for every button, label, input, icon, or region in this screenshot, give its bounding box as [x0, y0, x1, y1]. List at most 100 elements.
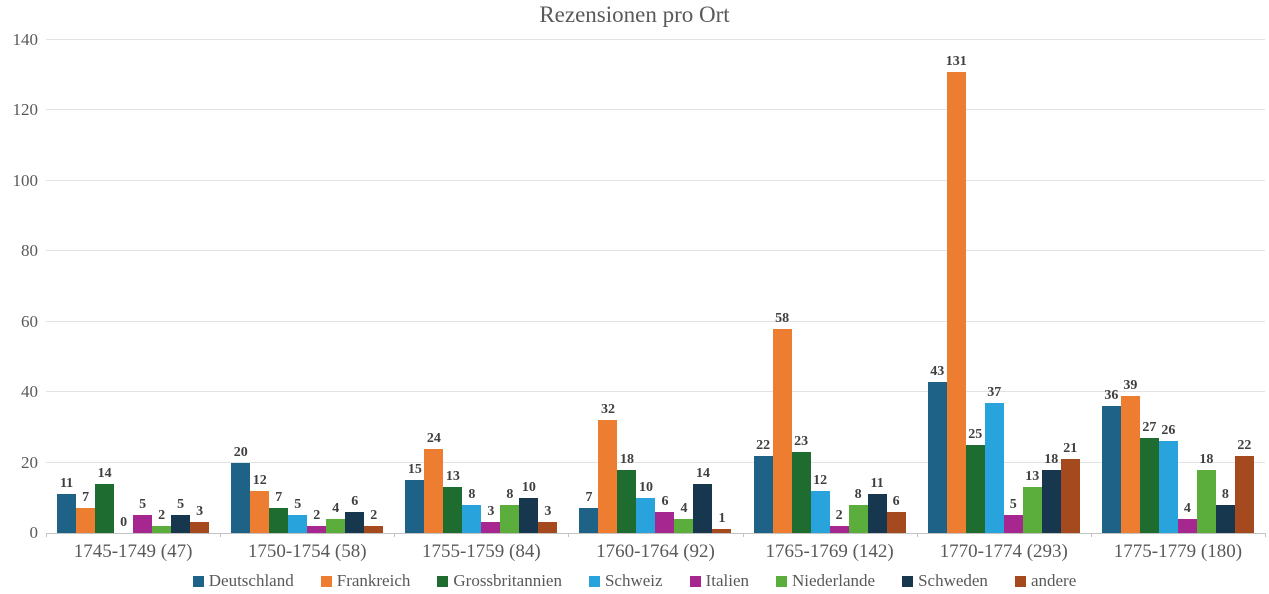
bar-wrap: 5	[171, 497, 191, 533]
x-tick-label: 1775-1779 (180)	[1113, 541, 1243, 562]
bar-wrap: 131	[945, 53, 967, 533]
legend-label: Schweiz	[604, 571, 663, 590]
bar-wrap: 5	[133, 497, 153, 533]
bar-wrap: 6	[655, 493, 675, 533]
legend-swatch	[1014, 575, 1026, 587]
y-axis: 0 20 40 60 80 100 120 140	[0, 30, 39, 542]
bar-wrap: 3	[190, 504, 210, 533]
bar-wrap: 5	[1003, 497, 1023, 533]
bar-value-label: 8	[854, 486, 862, 502]
bar-wrap: 20	[231, 445, 251, 533]
bar	[481, 522, 501, 533]
bar	[1215, 504, 1235, 533]
x-tick-label: 1755-1759 (84)	[421, 541, 541, 562]
bar-wrap: 3	[538, 504, 558, 533]
bar-wrap: 14	[693, 465, 713, 533]
y-tick-label: 100	[12, 170, 39, 190]
bar-value-label: 13	[445, 469, 460, 485]
x-axis-tick	[742, 533, 744, 537]
bar-wrap: 23	[791, 434, 811, 533]
bar	[886, 511, 906, 533]
legend-swatch	[320, 575, 332, 587]
bar-wrap: 7	[76, 490, 96, 533]
bar-value-label: 6	[661, 493, 669, 509]
bar-value-label: 5	[139, 497, 147, 513]
bar-wrap: 12	[810, 473, 830, 533]
bar-value-label: 4	[680, 500, 688, 516]
bar-wrap: 6	[886, 494, 906, 533]
bar-value-label: 5	[1009, 497, 1017, 513]
bar-value-label: 3	[544, 504, 552, 520]
x-tick-label: 1770-1774 (293)	[939, 541, 1068, 562]
bar-wrap: 8	[462, 487, 482, 533]
legend-swatch	[775, 575, 787, 587]
bar-wrap: 58	[772, 311, 792, 533]
legend-label: andere	[1030, 571, 1077, 590]
bar-wrap: 2	[364, 507, 384, 533]
bar-wrap: 36	[1101, 388, 1121, 533]
bar-value-label: 7	[585, 490, 593, 506]
bar	[57, 494, 77, 533]
bar-wrap: 13	[1022, 469, 1042, 533]
bar-value-label: 7	[82, 490, 90, 506]
bar-value-label: 2	[370, 507, 378, 523]
bar	[345, 511, 365, 533]
bar-group: 7 32 18 10 6 4 14 1	[568, 40, 742, 533]
bar-wrap: 24	[424, 431, 444, 533]
y-tick-label: 20	[21, 452, 38, 472]
bar-value-label: 14	[695, 465, 710, 481]
bar-wrap: 22	[753, 438, 773, 533]
bar-value-label: 4	[1183, 500, 1191, 516]
bar	[1234, 455, 1254, 533]
bar-value-label: 0	[120, 515, 128, 530]
bar-value-label: 5	[294, 497, 302, 513]
bar-wrap: 3	[481, 504, 501, 533]
y-tick-label: 60	[21, 311, 38, 331]
bar-group: 11 7 14 0 5 2 5 3	[46, 40, 220, 533]
y-tick-label: 40	[21, 382, 38, 402]
bar-value-label: 14	[97, 465, 112, 481]
bar-wrap: 10	[636, 480, 656, 533]
bar-wrap: 4	[1177, 500, 1197, 533]
bar-wrap: 39	[1120, 378, 1140, 533]
gridline	[46, 461, 1265, 463]
bar-wrap: 12	[250, 473, 270, 533]
bar-wrap: 32	[598, 402, 618, 533]
bar	[1139, 437, 1159, 533]
bar-value-label: 5	[177, 497, 185, 513]
bar-wrap: 8	[500, 487, 520, 533]
bar-wrap: 26	[1158, 423, 1178, 533]
legend-item: Niederlande	[775, 571, 875, 591]
bar-wrap: 18	[617, 452, 637, 533]
bar-wrap: 4	[674, 500, 694, 533]
legend-label: Italien	[705, 571, 749, 590]
bar-wrap: 6	[345, 494, 365, 533]
bar-value-label: 7	[275, 490, 283, 506]
bar	[753, 455, 773, 533]
bar-value-label: 3	[487, 504, 495, 520]
bar-wrap: 13	[443, 469, 463, 533]
bar	[76, 508, 96, 533]
bar	[1177, 518, 1197, 533]
legend-label: Deutschland	[208, 571, 294, 590]
y-tick-label: 0	[29, 523, 39, 542]
bar	[927, 381, 947, 533]
bar-group: 20 12 7 5 2 4 6 2	[220, 40, 394, 533]
bar	[1120, 395, 1140, 533]
bar	[250, 490, 270, 533]
bar-value-label: 10	[521, 479, 536, 495]
bar-value-label: 43	[930, 363, 945, 379]
bar	[424, 448, 444, 533]
bar-value-label: 131	[945, 53, 967, 69]
bar-value-label: 4	[332, 500, 340, 516]
bar	[133, 515, 153, 533]
x-axis-tick	[1090, 533, 1092, 537]
bar	[500, 504, 520, 533]
bar	[946, 71, 966, 533]
bar-wrap: 1	[712, 511, 732, 533]
bar-wrap: 18	[1196, 452, 1216, 533]
bar	[307, 525, 327, 533]
bar-wrap: 5	[288, 497, 308, 533]
legend-swatch	[902, 575, 914, 587]
bar	[538, 522, 558, 533]
